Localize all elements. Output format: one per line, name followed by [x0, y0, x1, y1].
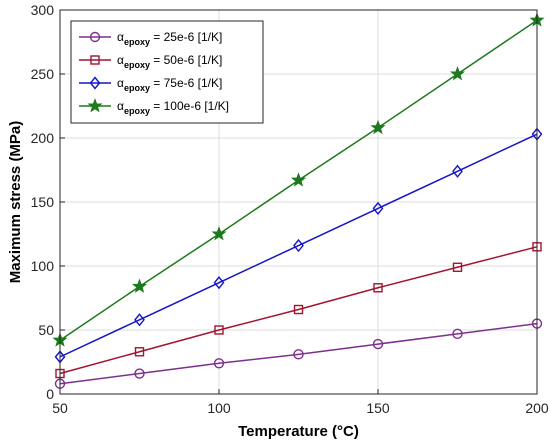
- legend-subscript: epoxy: [124, 37, 150, 47]
- legend-entry: αepoxy = 100e-6 [1/K]: [79, 98, 229, 116]
- y-tick-label: 50: [38, 322, 54, 338]
- legend-subscript: epoxy: [124, 83, 150, 93]
- y-tick-label: 100: [31, 258, 55, 274]
- series-3: [54, 127, 543, 364]
- data-point-star: [131, 278, 148, 293]
- legend-marker-diamond: [89, 76, 101, 90]
- data-point-star: [370, 119, 386, 135]
- legend-value: = 50e-6 [1/K]: [150, 53, 222, 67]
- data-point-circle: [452, 328, 463, 340]
- legend-marker-circle: [89, 31, 101, 43]
- y-tick-label: 0: [46, 386, 54, 402]
- data-point-circle: [134, 368, 145, 379]
- data-point-square: [214, 325, 224, 335]
- legend-marker-square: [90, 55, 100, 65]
- legend-entry: αepoxy = 75e-6 [1/K]: [79, 76, 222, 93]
- legend-symbol: α: [117, 53, 124, 67]
- data-point-circle: [213, 358, 225, 369]
- legend-entry: αepoxy = 25e-6 [1/K]: [79, 30, 222, 47]
- y-tick-label: 200: [31, 130, 55, 146]
- x-tick-label: 200: [525, 400, 549, 416]
- data-point-star: [211, 226, 227, 241]
- x-tick-label: 50: [52, 400, 68, 416]
- data-point-square: [134, 347, 145, 357]
- data-point-square: [452, 262, 463, 272]
- legend-entry: αepoxy = 50e-6 [1/K]: [79, 53, 222, 70]
- legend-symbol: α: [117, 99, 124, 113]
- series-4: [52, 12, 545, 347]
- data-point-star: [449, 66, 466, 81]
- legend-value: = 75e-6 [1/K]: [150, 76, 222, 90]
- data-point-diamond: [452, 164, 463, 178]
- legend-marker-star: [87, 98, 103, 113]
- series-line: [59, 246, 538, 375]
- legend-value: = 25e-6 [1/K]: [150, 30, 222, 44]
- series-1: [54, 318, 543, 389]
- legend-symbol: α: [117, 76, 124, 90]
- y-tick-label: 250: [31, 66, 55, 82]
- series-line: [59, 322, 538, 385]
- y-tick-label: 300: [31, 2, 55, 18]
- data-point-diamond: [293, 238, 304, 253]
- x-axis-title: Temperature (°C): [238, 423, 359, 440]
- legend-label: αepoxy = 25e-6 [1/K]: [117, 30, 222, 47]
- y-axis-title: Maximum stress (MPa): [7, 121, 24, 284]
- data-point-diamond: [134, 313, 145, 327]
- series-layer: [52, 12, 545, 389]
- series-line: [59, 133, 538, 358]
- data-point-star: [290, 172, 307, 187]
- data-point-diamond: [213, 276, 225, 290]
- legend: αepoxy = 25e-6 [1/K]αepoxy = 50e-6 [1/K]…: [70, 20, 264, 124]
- data-point-circle: [293, 349, 304, 360]
- legend-value: = 100e-6 [1/K]: [150, 99, 229, 113]
- legend-label: αepoxy = 100e-6 [1/K]: [117, 99, 229, 116]
- y-tick-label: 150: [31, 194, 55, 210]
- legend-label: αepoxy = 50e-6 [1/K]: [117, 53, 222, 70]
- legend-subscript: epoxy: [124, 106, 150, 116]
- legend-subscript: epoxy: [124, 60, 150, 70]
- data-point-diamond: [372, 201, 384, 216]
- legend-label: αepoxy = 75e-6 [1/K]: [117, 76, 222, 93]
- x-tick-label: 150: [366, 400, 390, 416]
- data-point-square: [293, 304, 304, 315]
- data-point-circle: [372, 338, 384, 350]
- data-point-square: [373, 283, 383, 293]
- x-tick-label: 100: [207, 400, 231, 416]
- legend-symbol: α: [117, 30, 124, 44]
